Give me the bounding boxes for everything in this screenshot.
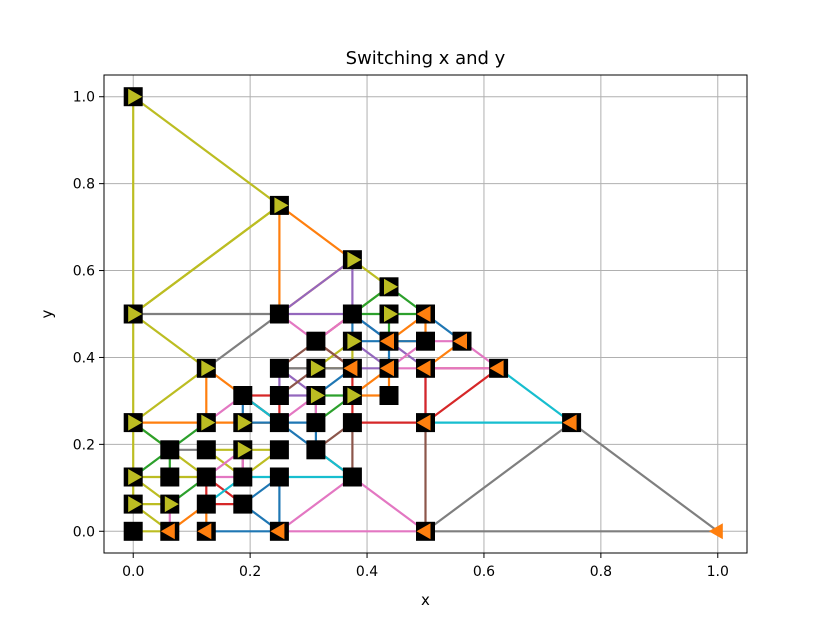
x-axis-label: x bbox=[421, 591, 430, 609]
tri-left-marker bbox=[343, 360, 358, 377]
node-square-marker bbox=[306, 413, 326, 433]
y-tick-label: 0.2 bbox=[73, 437, 95, 453]
series-line bbox=[278, 475, 427, 533]
tri-left-marker bbox=[416, 523, 431, 540]
tri-left-marker bbox=[453, 333, 467, 350]
tri-right-marker bbox=[384, 278, 398, 295]
node-square-marker bbox=[269, 413, 289, 433]
marker-layer bbox=[128, 88, 723, 540]
y-tick-label: 1.0 bbox=[73, 90, 95, 106]
series-line bbox=[132, 204, 281, 316]
tri-left-marker bbox=[489, 360, 504, 377]
node-square-marker bbox=[379, 386, 399, 405]
node-square-marker bbox=[342, 304, 362, 324]
tri-left-marker bbox=[380, 333, 394, 350]
node-square-marker bbox=[123, 521, 143, 541]
x-tick-label: 1.0 bbox=[707, 564, 729, 580]
series-line bbox=[424, 421, 719, 533]
tri-right-marker bbox=[128, 469, 143, 485]
tri-right-marker bbox=[310, 387, 325, 404]
series-line bbox=[132, 312, 208, 424]
tri-left-marker bbox=[416, 414, 431, 431]
series-line bbox=[351, 367, 391, 397]
tri-right-marker bbox=[128, 88, 143, 105]
tri-left-marker bbox=[160, 523, 175, 540]
y-tick-label: 0.8 bbox=[73, 177, 95, 193]
plot-frame bbox=[103, 74, 748, 554]
node-square-marker bbox=[269, 440, 289, 460]
series-line bbox=[205, 312, 281, 370]
node-square-marker bbox=[306, 331, 326, 351]
node-square-marker bbox=[160, 440, 180, 460]
x-axis: 0.0 0.2 0.4 0.6 0.8 1.0 bbox=[122, 553, 729, 580]
tri-right-marker bbox=[274, 197, 289, 214]
tri-right-marker bbox=[237, 414, 252, 431]
tri-left-marker bbox=[416, 306, 431, 322]
node-square-marker bbox=[196, 494, 216, 514]
x-tick-label: 0.2 bbox=[239, 564, 261, 580]
tri-left-marker bbox=[380, 360, 394, 377]
node-square-marker bbox=[416, 331, 435, 351]
tri-right-marker bbox=[347, 251, 362, 268]
tri-right-marker bbox=[201, 360, 216, 377]
x-tick-label: 0.4 bbox=[356, 564, 378, 580]
series-line bbox=[351, 312, 391, 343]
tri-left-marker bbox=[562, 414, 577, 431]
tri-left-marker bbox=[270, 523, 285, 540]
node-square-marker bbox=[269, 386, 289, 405]
series-line bbox=[278, 258, 354, 316]
tri-left-marker bbox=[708, 523, 723, 540]
x-tick-label: 0.8 bbox=[590, 564, 612, 580]
y-tick-label: 0.6 bbox=[73, 264, 95, 280]
tri-right-marker bbox=[128, 496, 143, 513]
tri-right-marker bbox=[347, 333, 362, 350]
series-line bbox=[241, 475, 281, 533]
chart-title: Switching x and y bbox=[346, 48, 506, 69]
tri-right-marker bbox=[347, 387, 362, 404]
series-line bbox=[278, 421, 317, 451]
node-square-marker bbox=[233, 494, 253, 514]
node-square-marker bbox=[233, 386, 253, 405]
tri-left-marker bbox=[416, 360, 431, 377]
y-tick-label: 0.0 bbox=[73, 524, 95, 540]
y-tick-label: 0.4 bbox=[73, 350, 95, 366]
tri-right-marker bbox=[128, 414, 143, 431]
node-square-marker bbox=[196, 440, 216, 460]
tri-right-marker bbox=[128, 306, 143, 322]
node-square-marker bbox=[342, 413, 362, 433]
node-square-marker bbox=[306, 440, 326, 460]
x-tick-label: 0.0 bbox=[122, 564, 144, 580]
tri-right-marker bbox=[237, 441, 252, 458]
series-line bbox=[205, 448, 244, 479]
node-square-marker bbox=[269, 358, 289, 378]
y-axis-label: y bbox=[38, 309, 56, 318]
tri-right-marker bbox=[384, 306, 398, 322]
tri-left-marker bbox=[197, 523, 212, 540]
node-square-marker bbox=[233, 467, 253, 487]
x-tick-label: 0.6 bbox=[473, 564, 495, 580]
tri-right-marker bbox=[310, 360, 325, 377]
y-axis: 0.0 0.2 0.4 0.6 0.8 1.0 bbox=[73, 90, 104, 540]
node-square-marker bbox=[269, 467, 289, 487]
tri-right-marker bbox=[201, 414, 216, 431]
node-square-marker bbox=[160, 467, 180, 487]
node-square-marker bbox=[196, 467, 216, 487]
node-square-marker bbox=[269, 304, 289, 324]
series-line bbox=[132, 475, 171, 506]
node-square-marker bbox=[342, 467, 362, 487]
tri-right-marker bbox=[164, 496, 179, 513]
